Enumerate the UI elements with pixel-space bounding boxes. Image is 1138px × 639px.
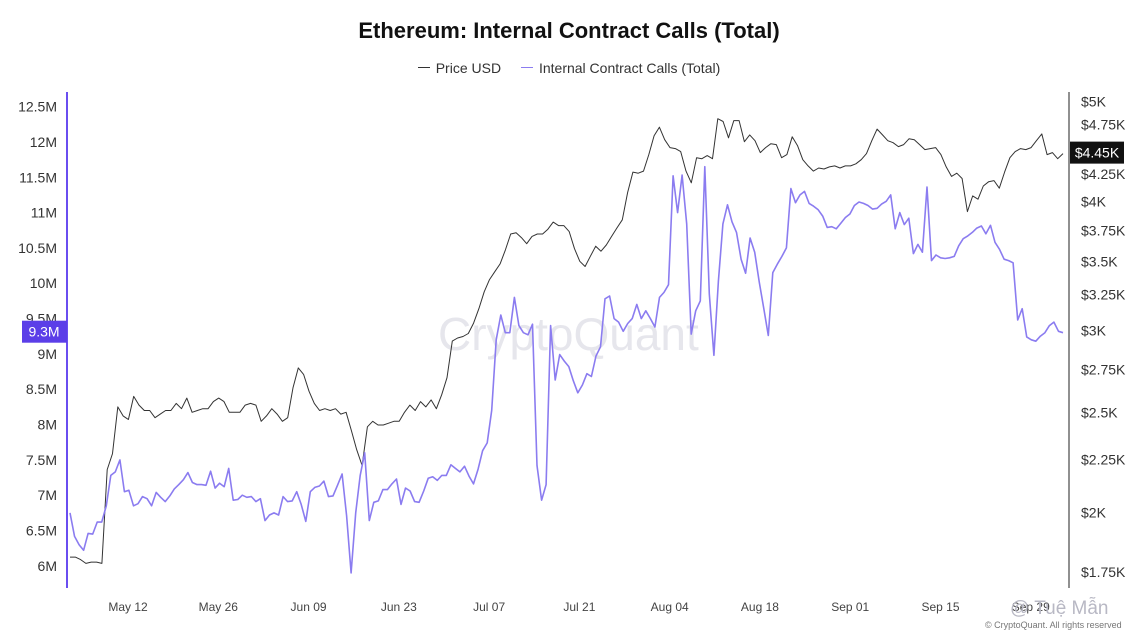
- left-tick-label: 9M: [38, 346, 57, 362]
- x-tick-label: Jul 07: [473, 600, 505, 614]
- right-tick-label: $2K: [1081, 504, 1107, 520]
- user-watermark: @ Tuệ Mẫn: [1010, 598, 1109, 619]
- right-tick-label: $2.75K: [1081, 362, 1126, 378]
- x-tick-label: Sep 15: [921, 600, 959, 614]
- right-tick-label: $4.75K: [1081, 116, 1126, 132]
- current-calls-badge: [22, 320, 67, 343]
- current-price-label: $4.45K: [1075, 145, 1120, 161]
- chart-title: Ethereum: Internal Contract Calls (Total…: [358, 18, 780, 43]
- right-tick-label: $4K: [1081, 193, 1107, 209]
- right-tick-label: $2.5K: [1081, 404, 1118, 420]
- left-tick-label: 7.5M: [26, 452, 57, 468]
- x-tick-label: Aug 18: [741, 600, 779, 614]
- right-tick-label: $3K: [1081, 322, 1107, 338]
- x-tick-label: Aug 04: [651, 600, 689, 614]
- legend-item-contract-calls[interactable]: Internal Contract Calls (Total): [520, 59, 721, 76]
- legend-label-contract-calls: Internal Contract Calls (Total): [538, 59, 721, 76]
- left-tick-label: 7M: [38, 487, 57, 503]
- right-tick-label: $3.75K: [1081, 222, 1126, 238]
- left-tick-label: 8M: [38, 417, 57, 433]
- left-tick-label: 11M: [31, 205, 57, 221]
- x-tick-label: Jun 09: [291, 600, 327, 614]
- x-tick-label: May 26: [199, 600, 239, 614]
- left-tick-label: 10M: [30, 275, 57, 291]
- left-tick-label: 6.5M: [26, 523, 57, 539]
- x-tick-label: Sep 29: [1012, 600, 1050, 614]
- right-tick-label: $1.75K: [1081, 564, 1126, 580]
- right-tick-label: $5K: [1081, 93, 1107, 109]
- left-tick-label: 6M: [38, 558, 57, 574]
- legend-label-price: Price USD: [435, 59, 502, 76]
- legend: Price USD Internal Contract Calls (Total…: [0, 55, 1138, 76]
- left-tick-label: 12.5M: [18, 99, 57, 115]
- right-tick-label: $4.25K: [1081, 166, 1126, 182]
- current-price-badge: [1070, 141, 1124, 164]
- marker-layer: 9.3M $4.45K: [22, 141, 1124, 343]
- left-tick-label: 10.5M: [18, 240, 57, 256]
- x-tick-label: Sep 01: [831, 600, 869, 614]
- x-tick-label: Jul 21: [563, 600, 595, 614]
- internal-contract-calls-line: [69, 165, 1064, 574]
- left-tick-label: 8.5M: [26, 381, 57, 397]
- copyright-credit: © CryptoQuant. All rights reserved: [985, 620, 1122, 630]
- current-calls-label: 9.3M: [28, 324, 59, 340]
- series-layer: [69, 118, 1064, 574]
- right-tick-label: $2.25K: [1081, 452, 1126, 468]
- legend-swatch-price: [417, 67, 430, 68]
- right-tick-label: $3.25K: [1081, 287, 1126, 303]
- axes-layer: 6M6.5M7M7.5M8M8.5M9M9.5M10M10.5M11M11.5M…: [18, 92, 1126, 614]
- legend-swatch-contract-calls: [520, 67, 533, 68]
- price-usd-line: [70, 118, 1064, 564]
- x-tick-label: May 12: [108, 600, 148, 614]
- right-tick-label: $3.5K: [1081, 253, 1118, 269]
- left-tick-label: 12M: [30, 134, 57, 150]
- legend-item-price[interactable]: Price USD: [417, 59, 502, 76]
- left-tick-label: 11.5M: [19, 169, 57, 185]
- x-tick-label: Jun 23: [381, 600, 417, 614]
